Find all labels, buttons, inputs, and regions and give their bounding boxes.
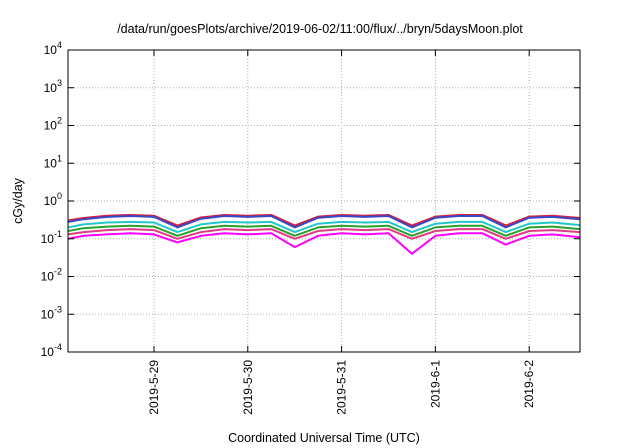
- series-line-5: [67, 228, 581, 240]
- y-tick-label: 100: [44, 191, 62, 208]
- y-tick-label: 102: [44, 116, 62, 133]
- y-axis: 10-4 10-3 10-2 10-1 100 101 102 103 104: [41, 40, 580, 359]
- series-line-4: [67, 224, 581, 237]
- x-axis: 2019-5-29 2019-5-30 2019-5-31 2019-6-1 2019-…: [147, 50, 536, 415]
- chart-title: /data/run/goesPlots/archive/2019-06-02/1…: [117, 22, 523, 36]
- series-layer: [67, 213, 581, 255]
- x-tick-label: 2019-6-1: [428, 360, 442, 408]
- y-tick-label: 10-1: [41, 229, 62, 246]
- y-tick-label: 10-3: [41, 304, 62, 321]
- y-tick-label: 10-2: [41, 267, 62, 284]
- y-axis-label: cGy/day: [11, 177, 25, 224]
- x-axis-label: Coordinated Universal Time (UTC): [228, 431, 420, 445]
- series-line-2: [67, 215, 581, 229]
- series-line-6: [67, 232, 581, 255]
- x-tick-label: 2019-5-29: [147, 360, 161, 415]
- y-tick-label: 104: [44, 40, 62, 57]
- x-tick-label: 2019-5-31: [335, 360, 349, 415]
- y-tick-label: 101: [44, 153, 62, 170]
- y-tick-label: 10-4: [41, 342, 62, 359]
- grid: [68, 50, 580, 352]
- series-line-3: [67, 220, 581, 234]
- x-tick-label: 2019-5-30: [241, 360, 255, 415]
- y-tick-label: 103: [44, 78, 62, 95]
- x-tick-label: 2019-6-2: [522, 360, 536, 408]
